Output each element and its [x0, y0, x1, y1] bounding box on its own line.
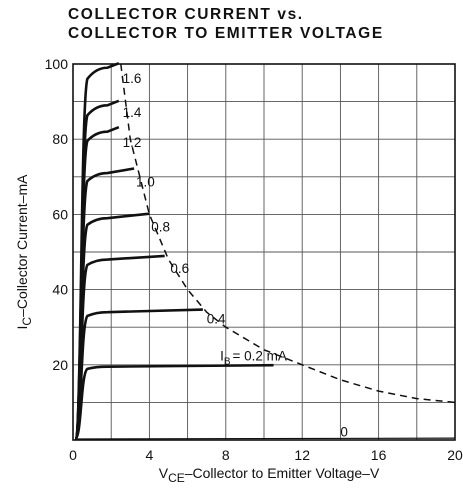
curve-ib-0 [75, 437, 456, 440]
curve-label-ib-0-2: IB = 0.2 mA [220, 348, 287, 367]
chart-grid [72, 63, 456, 441]
x-tick-label: 4 [146, 447, 154, 463]
curve-label-ib-0-8: 0.8 [151, 220, 170, 235]
x-tick-label: 12 [294, 447, 310, 463]
power-limit-curve [120, 63, 456, 404]
y-tick-label: 40 [52, 282, 68, 298]
curve-ib-0-2 [74, 363, 274, 441]
y-axis-label: IC–Collector Current–mA [14, 174, 34, 330]
characteristic-curves [74, 62, 456, 441]
y-tick-label: 60 [52, 206, 68, 222]
axis-labels: VCE–Collector to Emitter Voltage–V IC–Col… [14, 174, 380, 485]
x-tick-label: 16 [371, 447, 387, 463]
power-limit-dashed-curve [120, 63, 456, 404]
curve-ib-0-4 [74, 308, 203, 441]
y-tick-label: 100 [45, 56, 69, 72]
plot-border [72, 63, 456, 441]
curve-label-ib-0: 0 [340, 424, 348, 439]
y-tick-label: 80 [52, 131, 68, 147]
curve-label-ib-1-2: 1.2 [123, 135, 142, 150]
y-tick-label: 20 [52, 357, 68, 373]
chart-title-line-2: COLLECTOR TO EMITTER VOLTAGE [68, 25, 384, 42]
curve-label-ib-1-0: 1.0 [136, 174, 155, 189]
curve-ib-0-8 [74, 212, 150, 441]
curve-label-ib-1-4: 1.4 [123, 105, 142, 120]
curve-ib-0-6 [74, 254, 165, 441]
x-tick-label: 8 [222, 447, 230, 463]
curve-label-ib-1-6: 1.6 [123, 71, 142, 86]
x-axis-label: VCE–Collector to Emitter Voltage–V [159, 465, 380, 485]
x-tick-label: 0 [69, 447, 77, 463]
tick-labels: 0 4 8 12 16 20 20 40 60 80 100 [45, 56, 463, 463]
x-tick-label: 20 [447, 447, 463, 463]
curve-label-ib-0-6: 0.6 [170, 261, 189, 276]
curve-labels: 1.6 1.4 1.2 1.0 0.8 0.6 0.4 IB = 0.2 mA 0 [123, 71, 348, 439]
chart-title-line-1: COLLECTOR CURRENT vs. [68, 6, 304, 23]
plot-frame [72, 63, 456, 441]
curve-label-ib-0-4: 0.4 [207, 312, 226, 327]
